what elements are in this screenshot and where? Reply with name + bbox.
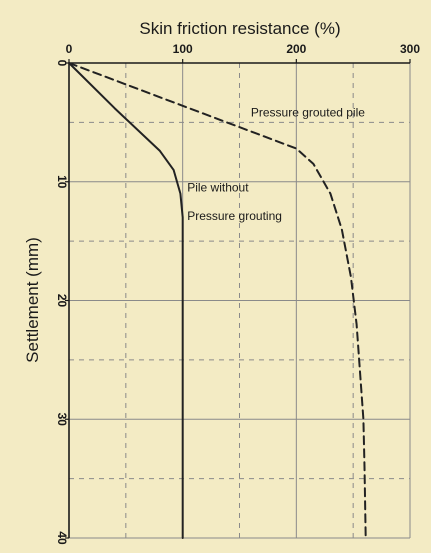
- series-pile-without-grouting-line: [68, 62, 184, 539]
- x-tick-label-100: 100: [173, 42, 193, 56]
- annotation-0: Pressure grouted pile: [251, 105, 365, 119]
- y-tick-label-0: 0: [55, 60, 69, 67]
- tick-labels: 0 100 200 300 0 10 20 30 40: [55, 42, 420, 545]
- x-tick-label-0: 0: [66, 42, 73, 56]
- chart-title: Skin friction resistance (%): [139, 19, 340, 38]
- x-tick-label-300: 300: [400, 42, 420, 56]
- y-tick-label-30: 30: [55, 413, 69, 427]
- annotation-2: Pressure grouting: [187, 209, 282, 223]
- annotations: Pressure grouted pile Pile without Pressur…: [187, 105, 365, 222]
- y-tick-label-20: 20: [55, 294, 69, 308]
- grid: [69, 63, 411, 539]
- series-pressure-grouted-pile-line: [68, 62, 367, 539]
- y-tick-label-40: 40: [55, 531, 69, 545]
- annotation-1: Pile without: [187, 180, 249, 194]
- y-axis-label: Settlement (mm): [23, 237, 42, 363]
- x-tick-label-200: 200: [286, 42, 306, 56]
- series: [68, 62, 367, 539]
- y-tick-label-10: 10: [55, 175, 69, 189]
